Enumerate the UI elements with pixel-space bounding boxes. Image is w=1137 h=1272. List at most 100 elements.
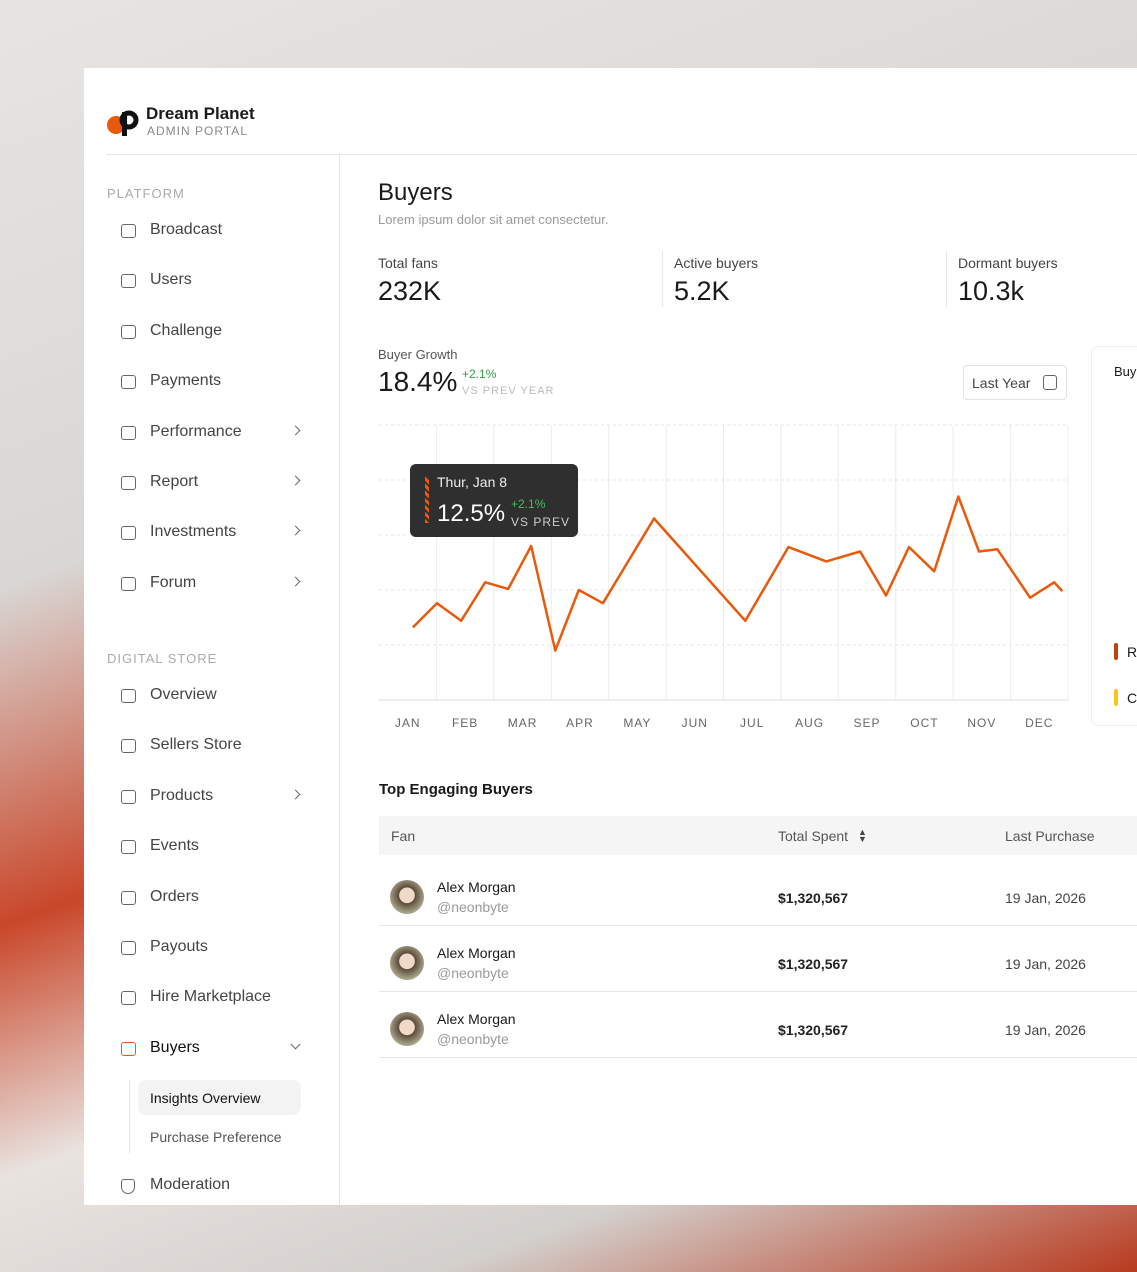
page-subtitle: Lorem ipsum dolor sit amet consectetur. — [378, 212, 609, 227]
column-header: Total Spent — [778, 828, 849, 844]
chevron — [290, 475, 301, 486]
growth-compare: VS PREV YEAR — [462, 385, 555, 397]
legend-label: C — [1127, 690, 1137, 706]
total-spent: $1,320,567 — [778, 890, 849, 906]
stat-value: 232K — [378, 276, 442, 306]
nav-icon — [121, 1179, 135, 1194]
nav-icon — [121, 890, 136, 905]
buyer-name: Alex Morgan — [437, 945, 516, 961]
app-window: Dream Planet ADMIN PORTAL Buyers Lorem i… — [84, 68, 1137, 1205]
buyer-handle: @neonbyte — [437, 1031, 509, 1047]
avatar — [390, 946, 424, 980]
avatar — [390, 880, 424, 914]
last-purchase: 19 Jan, 2026 — [1005, 956, 1086, 972]
x-tick-label: APR — [566, 716, 594, 730]
nav-icon — [121, 476, 136, 490]
chevron — [290, 525, 301, 536]
buyer-name: Alex Morgan — [437, 1011, 516, 1027]
data-line — [411, 495, 1064, 652]
nav-item[interactable]: Hire Marketplace — [150, 988, 271, 1006]
nav-icon — [121, 941, 136, 955]
nav-icon — [121, 739, 136, 754]
table-title: Top Engaging Buyers — [379, 781, 533, 798]
x-tick-label: FEB — [452, 716, 478, 730]
nav-item[interactable]: Investments — [150, 523, 237, 541]
submenu-item[interactable]: Insights Overview — [150, 1090, 261, 1106]
nav-item[interactable]: Payouts — [150, 938, 208, 955]
growth-value: 18.4% — [378, 366, 458, 397]
nav-item[interactable]: Challenge — [150, 321, 223, 339]
stat-label: Total fans — [378, 255, 438, 271]
nav-icon — [121, 840, 136, 855]
x-tick-label: JUL — [740, 716, 764, 730]
nav-icon — [121, 224, 136, 238]
nav-item[interactable]: Products — [150, 786, 214, 804]
nav-icon — [121, 375, 136, 390]
divider — [106, 154, 1137, 155]
nav-item[interactable]: Sellers Store — [150, 736, 242, 754]
tooltip-value: 12.5% — [437, 500, 506, 527]
buyer-handle: @neonbyte — [437, 899, 509, 915]
nav-icon — [121, 576, 136, 591]
nav-icon — [121, 526, 136, 541]
row-divider — [379, 1057, 1137, 1058]
x-tick-label: DEC — [1025, 716, 1053, 730]
buyer-name: Alex Morgan — [437, 879, 516, 895]
chevron — [290, 1039, 301, 1050]
submenu-line — [129, 1080, 130, 1154]
brand-subtitle: ADMIN PORTAL — [147, 124, 248, 138]
nav-item[interactable]: Orders — [150, 887, 199, 905]
section-title: PLATFORM — [107, 186, 185, 201]
nav-icon — [121, 991, 136, 1006]
nav-item[interactable]: Broadcast — [150, 221, 223, 238]
chevron — [290, 576, 301, 587]
nav-item[interactable]: Buyers — [150, 1038, 200, 1056]
legend-swatch — [1114, 643, 1118, 660]
divider — [339, 154, 340, 1205]
tooltip: Thur, Jan 8 12.5% +2.1% VS PREV — [410, 464, 578, 537]
stat-label: Dormant buyers — [958, 255, 1058, 271]
tooltip-marker — [425, 477, 429, 523]
page-title: Buyers — [378, 179, 453, 206]
tooltip-compare: VS PREV — [511, 515, 571, 529]
submenu-active — [138, 1080, 301, 1115]
logo — [107, 110, 139, 136]
divider — [946, 251, 947, 307]
nav-icon — [121, 1041, 136, 1056]
nav-icon — [121, 324, 136, 339]
total-spent: $1,320,567 — [778, 956, 849, 972]
chevron — [290, 789, 301, 800]
nav-item[interactable]: Overview — [150, 686, 217, 703]
nav-item[interactable]: Performance — [150, 422, 242, 440]
x-tick-label: SEP — [854, 716, 881, 730]
avatar — [390, 1012, 424, 1046]
legend-label: R — [1127, 644, 1137, 660]
nav-item[interactable]: Events — [150, 837, 199, 855]
sort-icon: ▲ ▼ — [858, 827, 867, 844]
x-tick-label: AUG — [795, 716, 824, 730]
nav-item[interactable]: Report — [150, 473, 199, 490]
chevron — [290, 425, 301, 436]
divider — [662, 251, 663, 307]
calendar-icon — [1043, 375, 1057, 390]
side-card: Buy R C — [1091, 346, 1137, 726]
nav-item[interactable]: Payments — [150, 372, 222, 390]
nav-icon — [121, 689, 136, 703]
nav-item[interactable]: Users — [150, 271, 192, 289]
nav-icon — [121, 274, 136, 289]
submenu-item[interactable]: Purchase Preference — [150, 1129, 282, 1145]
total-spent: $1,320,567 — [778, 1022, 849, 1038]
stat-value: 10.3k — [958, 276, 1025, 306]
x-tick-label: OCT — [910, 716, 938, 730]
brand-name: Dream Planet — [146, 104, 255, 123]
x-tick-label: JUN — [682, 716, 708, 730]
column-header: Last Purchase — [1005, 828, 1095, 844]
tooltip-date: Thur, Jan 8 — [437, 474, 508, 490]
nav-item[interactable]: Moderation — [150, 1176, 231, 1193]
section-title: DIGITAL STORE — [107, 651, 218, 666]
nav-item[interactable]: Forum — [150, 573, 197, 591]
x-tick-label: MAR — [508, 716, 538, 730]
period-select[interactable]: Last Year — [963, 365, 1067, 400]
stat-label: Active buyers — [674, 255, 759, 271]
